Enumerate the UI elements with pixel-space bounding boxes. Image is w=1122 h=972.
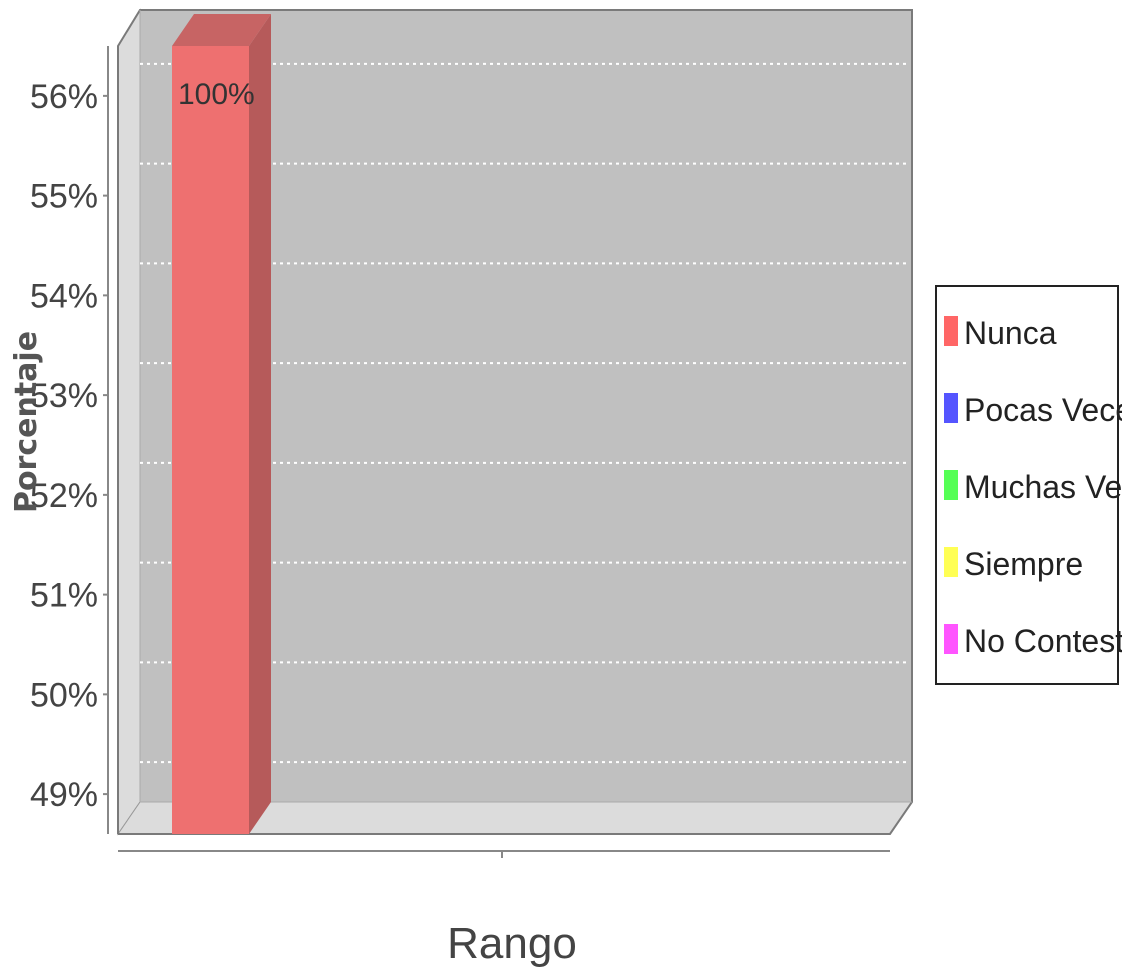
legend-swatch [944,624,958,654]
y-axis-ticks: 49% 50% 51% 52% 53% 54% 55% 56% [30,78,108,814]
y-tick-label: 56% [30,78,98,116]
legend-label: Pocas Veces [964,392,1122,428]
plot-border [117,9,913,835]
left-wall [117,8,141,836]
legend-label: Muchas Veces [964,469,1122,505]
legend-swatch [944,316,958,346]
y-tick-label: 52% [30,477,98,515]
legend-label: No Contestó [964,623,1122,659]
legend-swatch [944,547,958,577]
x-axis-label: Rango [447,919,577,968]
bar-top [172,14,271,46]
legend-swatch [944,393,958,423]
bar-nunca: 100% [172,14,271,834]
y-tick-label: 49% [30,776,98,814]
legend: Nunca Pocas Veces Muchas Veces Siempre No Co… [935,285,1122,685]
legend-items: Nunca Pocas Veces Muchas Veces Siempre No Co… [944,315,1122,659]
bar-front [172,46,249,834]
y-tick-label: 50% [30,676,98,714]
legend-box [935,285,1119,685]
bar-side [249,14,271,834]
y-tick-label: 55% [30,178,98,216]
bar-data-label: 100% [178,78,255,111]
legend-label: Nunca [964,315,1057,351]
legend-swatch [944,470,958,500]
y-tick-label: 53% [30,377,98,415]
y-tick-label: 51% [30,577,98,615]
y-tick-label: 54% [30,277,98,315]
legend-label: Siempre [964,546,1083,582]
bars: 100% [172,14,271,834]
y-axis-label: Porcentaje [9,331,44,513]
